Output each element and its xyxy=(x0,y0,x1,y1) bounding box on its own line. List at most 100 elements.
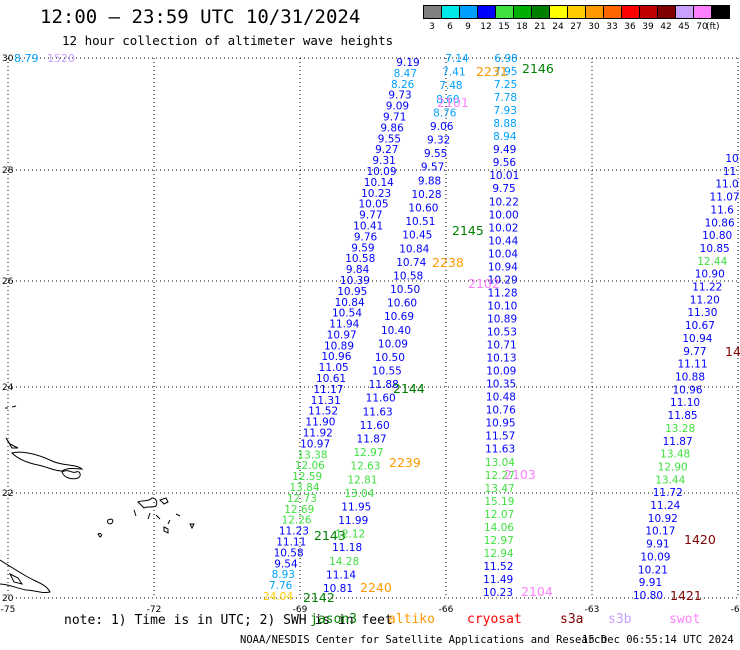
track-reading: 11.63 xyxy=(485,444,515,456)
track-reading: 10.28 xyxy=(411,189,441,201)
track-reading: 12.81 xyxy=(347,474,377,486)
track-reading: 9.84 xyxy=(346,264,370,276)
track-reading: 10.23 xyxy=(483,587,513,599)
track-reading: 24.04 xyxy=(263,591,293,603)
track-reading: 10.94 xyxy=(488,261,518,273)
pass-time-label: 1520 xyxy=(47,52,75,65)
track-reading: 11.94 xyxy=(329,319,359,331)
latitude-label: 24 xyxy=(2,383,14,393)
track-reading: 10.86 xyxy=(705,217,735,229)
track-reading: 9.55 xyxy=(378,133,401,145)
track-reading: 9.55 xyxy=(424,148,447,160)
track-reading: 10.41 xyxy=(353,220,383,232)
track-reading: 9.56 xyxy=(493,157,517,169)
track-reading: 11.23 xyxy=(279,526,309,538)
scale-swatch xyxy=(459,5,478,19)
track-reading: 8.79 xyxy=(14,52,39,65)
track-reading: 9.57 xyxy=(421,162,444,174)
track-reading: 10.58 xyxy=(393,270,423,282)
track-reading: 10.02 xyxy=(488,222,518,234)
track-reading: 11.95 xyxy=(341,501,371,513)
track-reading: 11.88 xyxy=(369,379,399,391)
pass-time-label: 1420 xyxy=(684,532,716,547)
track-reading: 11.07 xyxy=(710,192,740,204)
track-reading: 13.47 xyxy=(485,483,515,495)
track-reading: 15.19 xyxy=(484,496,514,508)
track-reading: 9.75 xyxy=(492,183,515,195)
legend-item-altiko: altiko xyxy=(388,612,435,627)
track-reading: 10.29 xyxy=(488,274,518,286)
credit-line: NOAA/NESDIS Center for Satellite Applica… xyxy=(240,634,607,646)
color-scale-labels: 3 6 9 12 15 18 21 24 27 30 33 36 39 42 45 70 xyxy=(423,22,740,34)
track-reading: 10.89 xyxy=(324,340,354,352)
track-reading: 7.14 xyxy=(445,53,469,65)
scale-label: 39 xyxy=(642,22,654,32)
pass-time-label: 142 xyxy=(725,344,740,359)
track-reading: 11.57 xyxy=(485,431,515,443)
latitude-label: 20 xyxy=(2,594,14,604)
track-reading: 10.69 xyxy=(384,311,414,323)
map-subtitle: 12 hour collection of altimeter wave hei… xyxy=(62,33,394,48)
track-reading: 10.76 xyxy=(486,405,516,417)
scale-swatch xyxy=(495,5,514,19)
track-reading: 10.23 xyxy=(361,188,391,200)
track-reading: 8.94 xyxy=(493,131,517,143)
legend-item-swot: swot xyxy=(669,612,701,627)
lat-lon-grid: -75 -72 -69 -66 -63 -60 20 22 24 26 28 30 xyxy=(1,54,740,615)
track-reading: 9.06 xyxy=(430,121,454,133)
pass-time-label: 2231 xyxy=(476,64,508,79)
color-scale-bar xyxy=(423,5,730,19)
track-reading: 10.45 xyxy=(402,230,432,242)
track-reading: 10.50 xyxy=(375,352,405,364)
track-reading: 7.25 xyxy=(494,79,517,91)
pass-time-label: 2145 xyxy=(452,223,484,238)
track-reading: 11.49 xyxy=(483,574,513,586)
track-reading: 8.60 xyxy=(436,94,459,106)
scale-label: 70 xyxy=(696,22,708,32)
track-reading: 10.21 xyxy=(638,564,668,576)
track-reading: 10.90 xyxy=(695,269,725,281)
track-reading: 11.63 xyxy=(363,406,393,418)
track-reading: 13.44 xyxy=(655,474,685,486)
track-reading: 11.87 xyxy=(663,436,693,448)
track-reading: 11.05 xyxy=(319,362,349,374)
scale-label: 30 xyxy=(588,22,600,32)
track-reading: 6.98 xyxy=(494,53,517,65)
track-reading: 11.20 xyxy=(690,294,720,306)
pass-time-label: 2104 xyxy=(521,584,553,599)
track-reading: 14.06 xyxy=(484,522,514,534)
scale-swatch xyxy=(639,5,658,19)
track-reading: 11 xyxy=(723,166,736,178)
track-reading: 10.58 xyxy=(274,547,304,559)
scale-label: 6 xyxy=(447,22,453,32)
scale-label: 36 xyxy=(624,22,636,32)
track-reading: 10.60 xyxy=(387,298,417,310)
scale-swatch xyxy=(513,5,532,19)
scale-swatch xyxy=(585,5,604,19)
track-reading: 8.93 xyxy=(272,569,295,581)
track-reading: 10.01 xyxy=(489,170,519,182)
track-reading: 10.09 xyxy=(640,551,670,563)
pass-time-label: 2240 xyxy=(360,580,392,595)
track-reading: 10.84 xyxy=(335,297,365,309)
legend-item-s3b: s3b xyxy=(608,612,632,627)
scale-label: 15 xyxy=(498,22,510,32)
track-reading: 11.72 xyxy=(653,487,683,499)
track-reading: 10.50 xyxy=(390,284,420,296)
track-reading: 7.41 xyxy=(442,67,465,79)
track-reading: 10.04 xyxy=(488,248,518,260)
track-reading: 10.80 xyxy=(702,230,732,242)
track-reading: 10.22 xyxy=(489,196,519,208)
track-reading: 10.88 xyxy=(675,372,705,384)
latitude-label: 22 xyxy=(2,489,13,499)
scale-swatch xyxy=(603,5,622,19)
track-reading: 11.90 xyxy=(305,417,335,429)
track-reading: 9.91 xyxy=(639,577,662,589)
longitude-label: -75 xyxy=(1,605,16,615)
track-reading: 10.84 xyxy=(399,243,429,255)
track-reading: 12.73 xyxy=(287,493,317,505)
track-reading: 12.69 xyxy=(284,504,314,516)
track-reading: 12.90 xyxy=(658,461,688,473)
track-reading: 13.48 xyxy=(660,449,690,461)
track-reading: 10.81 xyxy=(323,583,353,595)
